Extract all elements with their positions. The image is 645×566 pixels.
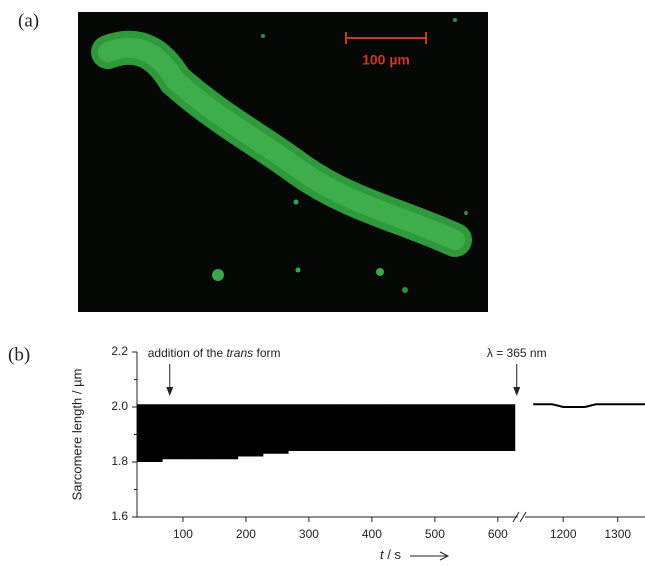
x-tick-label: 300 <box>299 527 319 541</box>
micrograph: 100 µm <box>78 12 488 312</box>
axis-break <box>512 511 527 523</box>
x-tick-label: 400 <box>362 527 382 541</box>
band-segment <box>439 404 465 451</box>
x-tick-label: 100 <box>173 527 193 541</box>
y-axis-title: Sarcomere length / µm <box>69 369 84 501</box>
annotation-arrowhead <box>166 387 174 396</box>
annotation: λ = 365 nm <box>487 346 547 360</box>
x-tick-label: 1200 <box>550 527 577 541</box>
annotation-part: addition of the <box>148 346 227 360</box>
band-segment <box>414 404 440 451</box>
x-tick-label: 200 <box>236 527 256 541</box>
y-tick-label: 1.8 <box>111 454 128 468</box>
band-segment <box>288 404 314 451</box>
band-segment <box>338 404 365 451</box>
x-axis-arrow <box>410 551 450 561</box>
annotation: addition of the trans form <box>148 346 281 360</box>
band-segment <box>388 404 415 451</box>
band-segment <box>489 404 516 451</box>
annotation-part: form <box>253 346 280 360</box>
band-segment <box>187 404 213 460</box>
line <box>533 403 645 408</box>
panel-label: (a) <box>18 10 39 31</box>
x-tick-label: 1300 <box>604 527 631 541</box>
y-tick-label: 1.6 <box>111 509 128 523</box>
band-segment <box>137 404 163 462</box>
band-segment <box>313 404 339 451</box>
band-segment <box>212 404 239 460</box>
band-segment <box>464 404 491 451</box>
band-segment <box>162 404 188 460</box>
x-tick-label: 600 <box>488 527 508 541</box>
x-tick-label: 500 <box>425 527 445 541</box>
scale-bar-label: 100 µm <box>362 52 410 68</box>
x-axis-title-part: / s <box>384 547 402 562</box>
annotation-part: trans <box>226 346 253 360</box>
annotation-arrowhead <box>513 387 521 396</box>
y-tick-label: 2.2 <box>111 344 128 358</box>
y-tick-label: 2.0 <box>111 399 128 413</box>
band-segment <box>262 404 289 454</box>
band-segment <box>363 404 390 451</box>
band-segment <box>237 404 264 457</box>
x-axis-title-part: t <box>380 547 385 562</box>
x-axis-title: t / s <box>380 547 401 562</box>
panel-label: (b) <box>8 344 30 365</box>
annotation-part: λ = 365 nm <box>487 346 547 360</box>
